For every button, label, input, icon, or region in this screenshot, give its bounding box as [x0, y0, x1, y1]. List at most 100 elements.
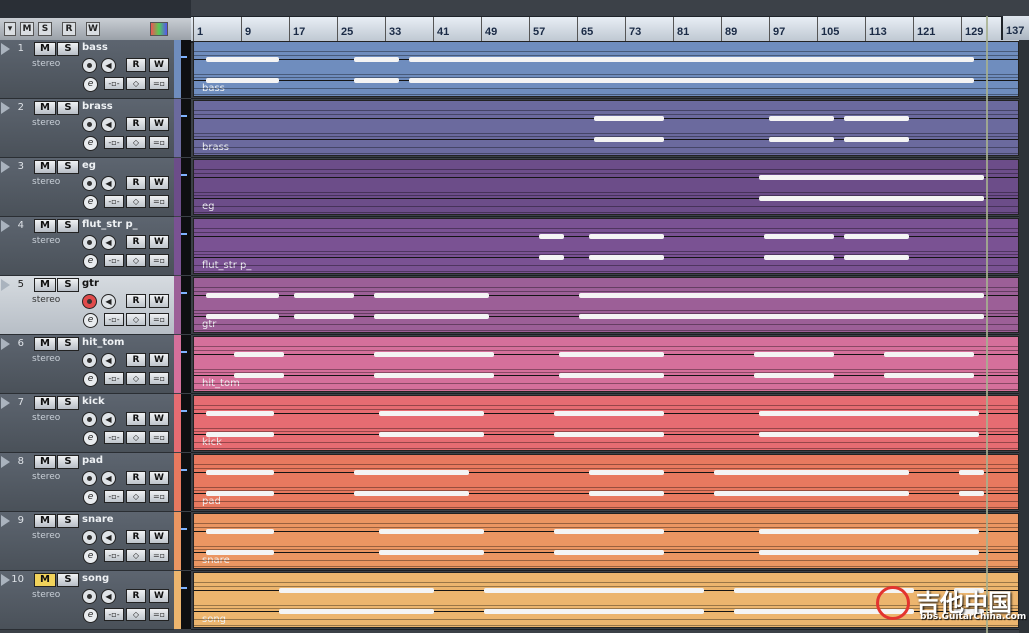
event-lane[interactable]: gtr — [191, 276, 1029, 335]
solo-button[interactable]: S — [57, 514, 79, 528]
track-name[interactable]: flut_str p_ — [82, 219, 138, 230]
insert-bypass-icon[interactable]: -▫- — [104, 195, 124, 208]
solo-button[interactable]: S — [57, 337, 79, 351]
read-automation-button[interactable]: R — [126, 353, 146, 367]
event-lane[interactable]: pad — [191, 453, 1029, 512]
event-lane[interactable]: hit_tom — [191, 335, 1029, 394]
edit-channel-button[interactable]: e — [83, 77, 98, 92]
read-automation-button[interactable]: R — [126, 176, 146, 190]
expand-arrow-icon[interactable] — [1, 220, 10, 232]
expand-arrow-icon[interactable] — [1, 397, 10, 409]
read-automation-button[interactable]: R — [126, 294, 146, 308]
track-controls[interactable]: 2 M S brass stereo ◀ R W e -▫- ◇ =▫ — [0, 99, 174, 158]
playback-cursor[interactable] — [986, 16, 988, 633]
eq-bypass-icon[interactable]: ◇ — [126, 608, 146, 621]
audio-part[interactable]: kick — [193, 395, 1019, 451]
track-name[interactable]: eg — [82, 160, 96, 171]
send-bypass-icon[interactable]: =▫ — [149, 254, 169, 267]
audio-part[interactable]: eg — [193, 159, 1019, 215]
edit-channel-button[interactable]: e — [83, 431, 98, 446]
audio-part[interactable]: gtr — [193, 277, 1019, 333]
solo-button[interactable]: S — [57, 396, 79, 410]
mute-button[interactable]: M — [34, 160, 56, 174]
write-automation-button[interactable]: W — [149, 117, 169, 131]
record-enable-icon[interactable] — [82, 235, 97, 250]
audio-part[interactable]: pad — [193, 454, 1019, 510]
track-name[interactable]: snare — [82, 514, 114, 525]
monitor-speaker-icon[interactable]: ◀ — [101, 235, 116, 250]
write-automation-button[interactable]: W — [149, 530, 169, 544]
track-row[interactable]: 9 M S snare stereo ◀ R W e -▫- ◇ =▫ snar… — [0, 512, 1029, 571]
mute-button[interactable]: M — [34, 101, 56, 115]
track-controls[interactable]: 3 M S eg stereo ◀ R W e -▫- ◇ =▫ — [0, 158, 174, 217]
monitor-speaker-icon[interactable]: ◀ — [101, 353, 116, 368]
track-controls[interactable]: 1 M S bass stereo ◀ R W e -▫- ◇ =▫ — [0, 40, 174, 99]
solo-button[interactable]: S — [57, 42, 79, 56]
monitor-speaker-icon[interactable]: ◀ — [101, 412, 116, 427]
track-controls[interactable]: 9 M S snare stereo ◀ R W e -▫- ◇ =▫ — [0, 512, 174, 571]
eq-bypass-icon[interactable]: ◇ — [126, 254, 146, 267]
send-bypass-icon[interactable]: =▫ — [149, 313, 169, 326]
edit-channel-button[interactable]: e — [83, 313, 98, 328]
track-row[interactable]: 8 M S pad stereo ◀ R W e -▫- ◇ =▫ pad — [0, 453, 1029, 512]
track-colors-icon[interactable] — [150, 22, 168, 36]
monitor-speaker-icon[interactable]: ◀ — [101, 530, 116, 545]
expand-arrow-icon[interactable] — [1, 102, 10, 114]
track-row[interactable]: 10 M S song stereo ◀ R W e -▫- ◇ =▫ song — [0, 571, 1029, 630]
record-enable-icon[interactable] — [82, 471, 97, 486]
edit-channel-button[interactable]: e — [83, 136, 98, 151]
mute-button[interactable]: M — [34, 396, 56, 410]
mute-button[interactable]: M — [34, 514, 56, 528]
record-enable-icon[interactable] — [82, 530, 97, 545]
expand-arrow-icon[interactable] — [1, 43, 10, 55]
send-bypass-icon[interactable]: =▫ — [149, 431, 169, 444]
track-name[interactable]: song — [82, 573, 110, 584]
track-controls[interactable]: 8 M S pad stereo ◀ R W e -▫- ◇ =▫ — [0, 453, 174, 512]
mute-button[interactable]: M — [34, 573, 56, 587]
write-automation-button[interactable]: W — [149, 353, 169, 367]
expand-arrow-icon[interactable] — [1, 161, 10, 173]
eq-bypass-icon[interactable]: ◇ — [126, 549, 146, 562]
send-bypass-icon[interactable]: =▫ — [149, 77, 169, 90]
track-name[interactable]: gtr — [82, 278, 99, 289]
edit-channel-button[interactable]: e — [83, 372, 98, 387]
event-lane[interactable]: kick — [191, 394, 1029, 453]
read-automation-button[interactable]: R — [126, 235, 146, 249]
expand-arrow-icon[interactable] — [1, 456, 10, 468]
audio-part[interactable]: hit_tom — [193, 336, 1019, 392]
track-name[interactable]: brass — [82, 101, 113, 112]
audio-part[interactable]: snare — [193, 513, 1019, 569]
expand-arrow-icon[interactable] — [1, 338, 10, 350]
track-controls[interactable]: 7 M S kick stereo ◀ R W e -▫- ◇ =▫ — [0, 394, 174, 453]
insert-bypass-icon[interactable]: -▫- — [104, 313, 124, 326]
eq-bypass-icon[interactable]: ◇ — [126, 490, 146, 503]
global-read-button[interactable]: R — [62, 22, 76, 36]
expand-arrow-icon[interactable] — [1, 574, 10, 586]
write-automation-button[interactable]: W — [149, 589, 169, 603]
mute-button[interactable]: M — [34, 337, 56, 351]
read-automation-button[interactable]: R — [126, 471, 146, 485]
read-automation-button[interactable]: R — [126, 530, 146, 544]
insert-bypass-icon[interactable]: -▫- — [104, 549, 124, 562]
send-bypass-icon[interactable]: =▫ — [149, 549, 169, 562]
timeline-ruler[interactable]: 1 9 17 25 33 41 49 57 65 73 81 89 97 105 113 121 129 — [191, 16, 1029, 43]
eq-bypass-icon[interactable]: ◇ — [126, 372, 146, 385]
eq-bypass-icon[interactable]: ◇ — [126, 313, 146, 326]
record-enable-icon[interactable] — [82, 117, 97, 132]
insert-bypass-icon[interactable]: -▫- — [104, 372, 124, 385]
write-automation-button[interactable]: W — [149, 58, 169, 72]
global-mute-button[interactable]: M — [20, 22, 34, 36]
track-row[interactable]: 4 M S flut_str p_ stereo ◀ R W e -▫- ◇ =… — [0, 217, 1029, 276]
monitor-speaker-icon[interactable]: ◀ — [101, 471, 116, 486]
track-controls[interactable]: 10 M S song stereo ◀ R W e -▫- ◇ =▫ — [0, 571, 174, 630]
event-lane[interactable]: bass — [191, 40, 1029, 99]
track-controls[interactable]: 6 M S hit_tom stereo ◀ R W e -▫- ◇ =▫ — [0, 335, 174, 394]
event-lane[interactable]: brass — [191, 99, 1029, 158]
audio-part[interactable]: flut_str p_ — [193, 218, 1019, 274]
event-lane[interactable]: flut_str p_ — [191, 217, 1029, 276]
track-row[interactable]: 2 M S brass stereo ◀ R W e -▫- ◇ =▫ bras… — [0, 99, 1029, 158]
monitor-speaker-icon[interactable]: ◀ — [101, 58, 116, 73]
edit-channel-button[interactable]: e — [83, 195, 98, 210]
insert-bypass-icon[interactable]: -▫- — [104, 136, 124, 149]
write-automation-button[interactable]: W — [149, 176, 169, 190]
